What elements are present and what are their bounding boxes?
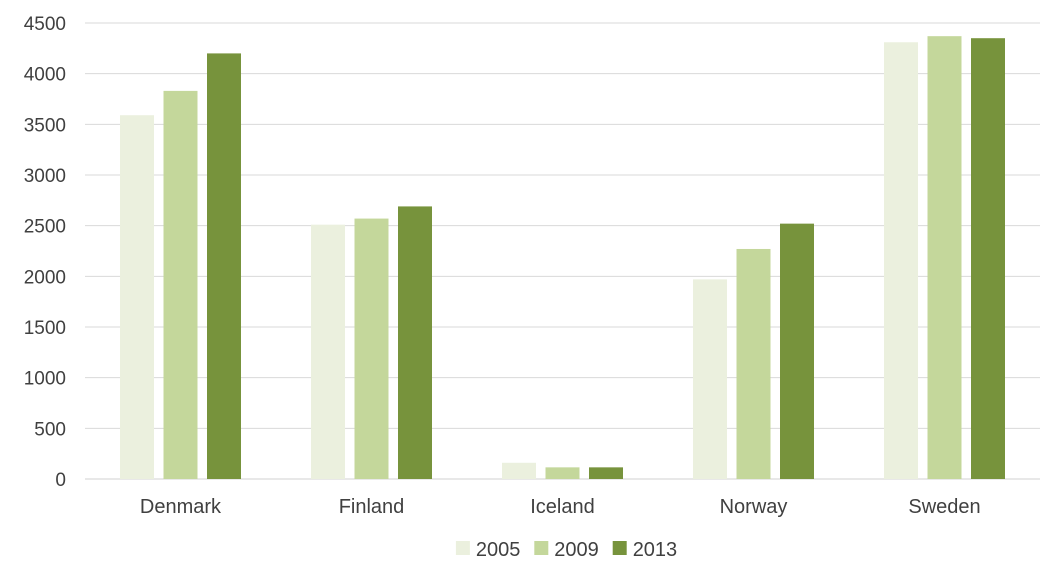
bars (120, 36, 1005, 480)
bar-finland-2013 (398, 206, 432, 479)
bar-iceland-2009 (545, 467, 580, 479)
y-tick-label: 3000 (24, 166, 66, 187)
gridlines (85, 22, 1040, 480)
bar-denmark-2005 (120, 115, 154, 480)
x-category-label: Finland (339, 496, 405, 518)
bar-finland-2005 (311, 224, 345, 479)
x-category-label: Norway (720, 496, 788, 518)
y-tick-label: 4000 (24, 65, 66, 86)
bar-denmark-2013 (207, 53, 241, 480)
legend: 2005 2009 2013 (455, 539, 678, 561)
legend-label: 2009 (554, 539, 599, 561)
bar-sweden-2005 (884, 42, 918, 480)
bar-norway-2005 (693, 279, 727, 479)
y-tick-label: 1000 (24, 369, 66, 390)
legend-item-2013: 2013 (612, 539, 678, 561)
bar-iceland-2013 (589, 467, 623, 479)
bar-sweden-2009 (927, 36, 962, 479)
y-tick-label: 3500 (24, 115, 66, 136)
bar-iceland-2005 (502, 462, 536, 479)
legend-swatch (612, 541, 627, 555)
x-category-label: Sweden (908, 496, 980, 518)
legend-item-2009: 2009 (534, 539, 599, 561)
y-axis: 0 500 1000 1500 2000 2500 3000 3500 4000 4500 (24, 14, 66, 491)
x-category-label: Denmark (140, 496, 222, 518)
legend-label: 2005 (476, 539, 521, 561)
bar-norway-2009 (736, 248, 771, 479)
bar-denmark-2009 (163, 90, 198, 479)
y-tick-label: 500 (34, 419, 66, 440)
legend-swatch (534, 541, 549, 555)
bar-finland-2009 (354, 218, 389, 479)
legend-item-2005: 2005 (455, 539, 521, 561)
legend-label: 2013 (633, 539, 678, 561)
bar-sweden-2013 (971, 38, 1005, 479)
x-category-label: Iceland (530, 496, 595, 518)
y-tick-label: 4500 (24, 14, 66, 35)
y-tick-label: 2500 (24, 217, 66, 238)
y-tick-label: 1500 (24, 318, 66, 339)
legend-swatch (455, 541, 470, 555)
y-tick-label: 2000 (24, 267, 66, 288)
bar-norway-2013 (780, 223, 814, 479)
x-axis: Denmark Finland Iceland Norway Sweden (140, 496, 981, 518)
y-tick-label: 0 (55, 470, 66, 491)
